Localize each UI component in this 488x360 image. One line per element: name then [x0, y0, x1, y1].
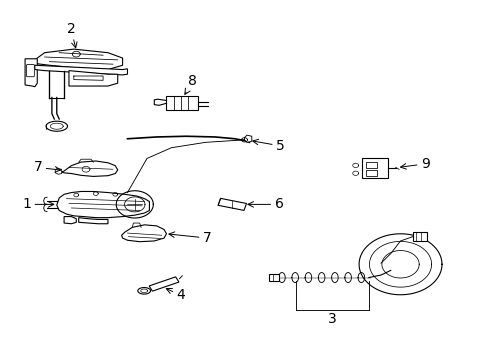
Text: 7: 7	[33, 161, 61, 175]
Polygon shape	[244, 135, 251, 142]
Polygon shape	[55, 168, 61, 174]
Text: 8: 8	[184, 75, 197, 94]
Polygon shape	[166, 96, 198, 110]
Text: 5: 5	[252, 139, 285, 153]
Polygon shape	[61, 161, 118, 176]
Text: 7: 7	[168, 231, 211, 245]
Polygon shape	[358, 234, 441, 295]
Text: 4: 4	[166, 288, 185, 302]
Polygon shape	[366, 170, 376, 176]
Polygon shape	[25, 59, 37, 87]
Polygon shape	[412, 232, 427, 241]
Polygon shape	[35, 65, 127, 75]
Polygon shape	[35, 49, 122, 69]
Polygon shape	[361, 158, 387, 178]
Polygon shape	[122, 225, 166, 242]
Polygon shape	[218, 198, 246, 210]
Polygon shape	[69, 71, 118, 86]
Text: 9: 9	[400, 157, 429, 171]
FancyBboxPatch shape	[26, 64, 34, 77]
Text: 6: 6	[247, 197, 283, 211]
Text: 2: 2	[66, 22, 77, 48]
Text: 3: 3	[327, 312, 336, 326]
Text: 1: 1	[22, 197, 54, 211]
Polygon shape	[79, 218, 108, 224]
Polygon shape	[366, 162, 376, 168]
Polygon shape	[57, 192, 149, 218]
Polygon shape	[268, 274, 278, 281]
Polygon shape	[64, 217, 76, 224]
Polygon shape	[149, 277, 179, 291]
